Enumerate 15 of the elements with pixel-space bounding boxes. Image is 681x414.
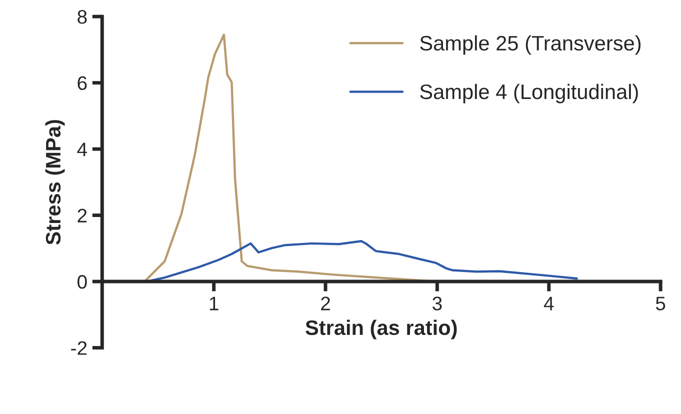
y-tick-label: 0 [78, 274, 87, 289]
x-tick-label: 3 [432, 296, 442, 310]
x-axis-title: Strain (as ratio) [306, 320, 457, 340]
y-tick-label: 2 [78, 208, 87, 222]
legend-label: Sample 25 (Transverse) [420, 35, 641, 55]
y-tick-label: 8 [78, 10, 87, 24]
x-tick-label: 5 [656, 296, 666, 310]
y-axis-title: Stress (MPa) [45, 120, 65, 245]
y-tick-label: -2 [71, 341, 87, 355]
y-tick-label: 6 [78, 76, 87, 90]
legend-label: Sample 4 (Longitudinal) [420, 84, 638, 104]
x-tick-label: 2 [321, 296, 330, 310]
x-tick-label: 4 [544, 296, 554, 310]
x-tick-label: 1 [210, 296, 218, 310]
y-tick-label: 4 [77, 142, 87, 156]
